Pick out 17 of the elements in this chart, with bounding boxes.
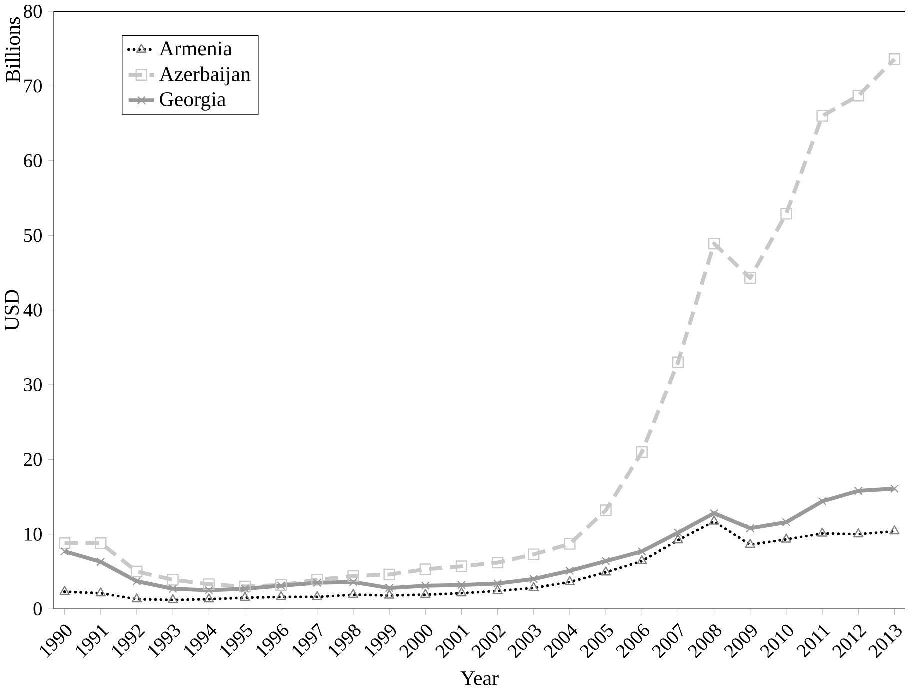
x-axis-title: Year [460,671,499,686]
x-tick-label: 1991 [76,624,110,658]
legend-label: Armenia [159,41,232,56]
y-tick-label: 60 [24,154,42,168]
legend-label: Azerbaijan [159,66,251,86]
y-tick-label: 30 [24,378,42,392]
y-tick-label: 20 [24,452,42,466]
y-tick-label: 0 [34,602,42,616]
legend-label: Georgia [160,92,226,111]
y-tick-label: 70 [24,79,42,93]
text: Billions [5,17,20,82]
y-tick-label: 50 [24,228,42,242]
y-tick-label: 40 [24,304,42,317]
y-tick-label: 80 [24,4,42,18]
y-tick-label: 10 [25,528,42,541]
x-tick-label: 2011 [796,625,831,658]
y-axis-title: USD [4,290,20,331]
